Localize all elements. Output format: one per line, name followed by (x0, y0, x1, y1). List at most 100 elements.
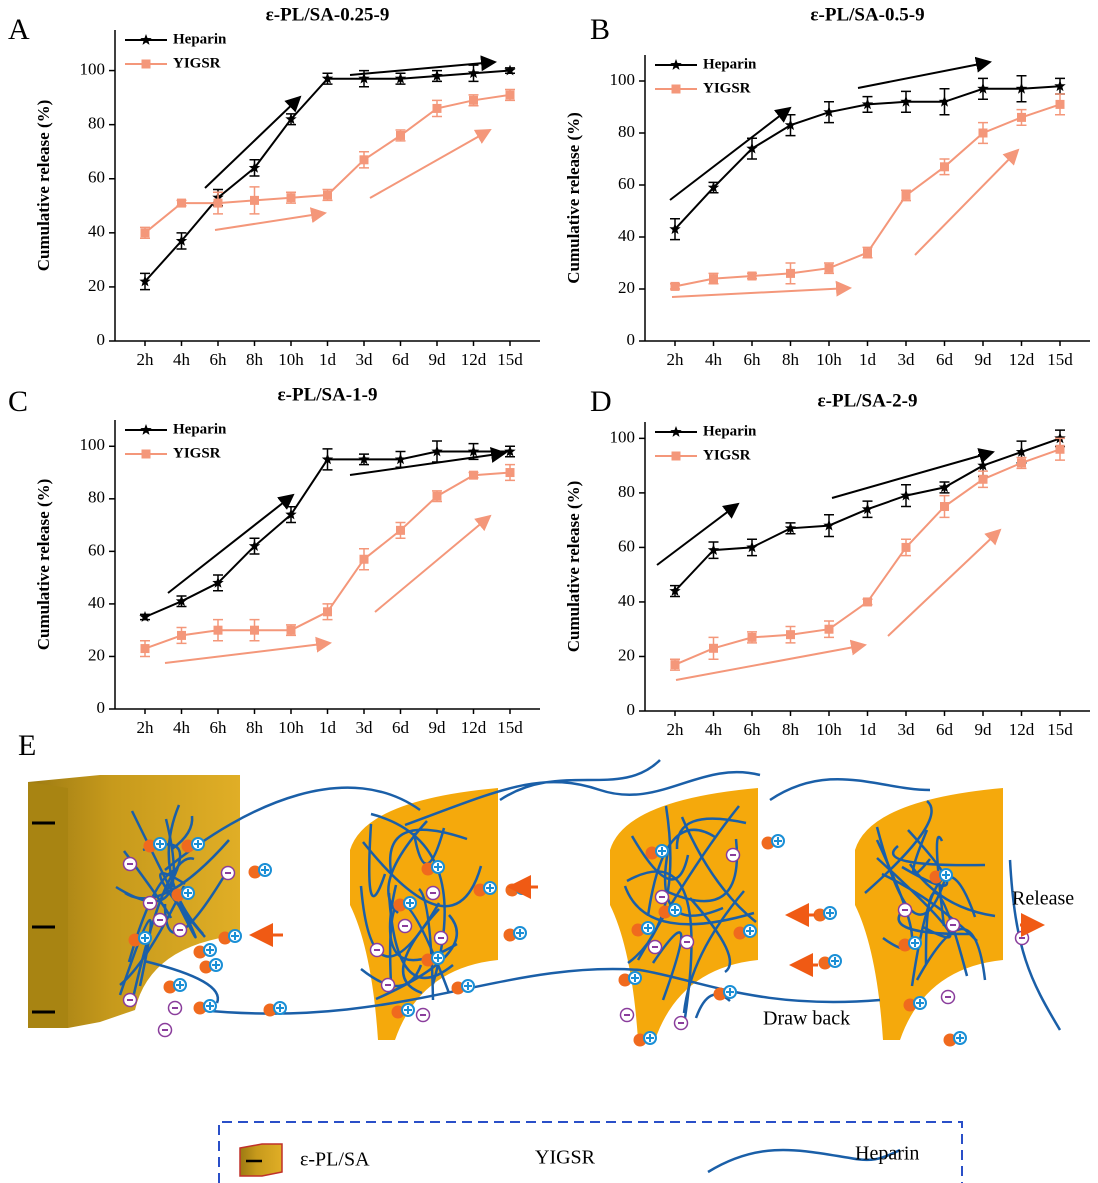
x-tick-label: 2h (137, 350, 155, 369)
trend-arrow (349, 447, 507, 476)
heparin-fiber (935, 835, 946, 927)
y-tick-label: 60 (88, 540, 105, 559)
marker (746, 541, 758, 553)
x-tick-label: 8h (782, 720, 800, 739)
heparin-fiber (368, 823, 387, 898)
plus-sign (658, 847, 666, 855)
marker (938, 95, 951, 107)
x-tick-label: 6d (392, 350, 410, 369)
marker (469, 95, 478, 105)
trend-arrow (204, 95, 302, 189)
trend-arrow (914, 148, 1020, 256)
marker (940, 162, 949, 172)
plus-sign (464, 982, 472, 990)
marker (505, 90, 515, 100)
heparin-fiber (118, 919, 152, 996)
y-axis-label: Cumulative release (%) (564, 112, 583, 284)
trend-arrow (857, 56, 992, 89)
chart-title: ε-PL/SA-0.5-9 (810, 4, 924, 25)
plus-sign (774, 837, 782, 845)
plus-sign (176, 981, 184, 989)
marker (177, 630, 186, 640)
x-tick-label: 6d (936, 720, 954, 739)
y-tick-label: 20 (88, 645, 105, 664)
plus-sign (184, 889, 192, 897)
x-tick-label: 4h (705, 720, 723, 739)
x-tick-label: 6d (392, 718, 410, 737)
x-tick-label: 12d (461, 718, 487, 737)
x-tick-label: 2h (137, 718, 155, 737)
x-tick-label: 1d (859, 720, 877, 739)
x-tick-label: 6d (936, 350, 954, 369)
x-tick-label: 9d (429, 718, 447, 737)
heparin-fiber (891, 845, 986, 867)
plus-sign (942, 871, 950, 879)
heparin-fiber (129, 857, 195, 1008)
x-tick-label: 8h (246, 350, 264, 369)
heparin-fiber (636, 805, 740, 961)
scaffold-sheet (855, 788, 1003, 1040)
panel-letter: E (18, 729, 36, 762)
y-tick-label: 100 (80, 59, 106, 78)
plus-sign (406, 899, 414, 907)
panel-letter: B (590, 13, 610, 46)
plus-sign (644, 924, 652, 932)
marker (141, 59, 151, 69)
marker (248, 540, 261, 551)
series-line (144, 93, 511, 234)
marker (940, 502, 949, 512)
marker (670, 660, 680, 670)
heparin-fiber (362, 841, 483, 908)
marker (978, 128, 988, 138)
x-tick-label: 10h (278, 718, 304, 737)
marker (709, 643, 718, 653)
marker (823, 106, 835, 118)
plus-sign (516, 929, 524, 937)
x-tick-label: 8h (246, 718, 264, 737)
marker (467, 67, 480, 79)
x-tick-label: 4h (173, 350, 191, 369)
legend-label: YIGSR (703, 80, 751, 96)
y-tick-label: 40 (618, 226, 635, 245)
series-line (674, 448, 1061, 666)
heparin-fiber (388, 828, 468, 873)
plus-sign (194, 840, 202, 848)
marker (432, 491, 442, 501)
y-tick-label: 20 (618, 645, 635, 664)
marker (358, 72, 370, 84)
x-tick-label: 3d (898, 350, 916, 369)
trend-arrow (167, 493, 295, 594)
marker (747, 632, 757, 642)
heparin-chain (164, 759, 1062, 1031)
x-tick-label: 15d (497, 718, 523, 737)
series-line (674, 103, 1061, 288)
x-tick-label: 15d (1047, 720, 1073, 739)
heparin-fiber (675, 817, 747, 850)
x-tick-label: 10h (816, 720, 842, 739)
marker (359, 155, 369, 165)
legend-label: Heparin (173, 421, 227, 437)
plus-sign (916, 999, 924, 1007)
heparin-fiber (680, 816, 757, 923)
heparin-fiber (167, 804, 204, 935)
heparin-fiber (915, 928, 987, 981)
y-tick-label: 0 (97, 698, 106, 717)
marker (321, 72, 334, 84)
marker (746, 142, 758, 154)
marker (140, 424, 152, 435)
plus-sign (486, 884, 494, 892)
marker (358, 453, 370, 465)
x-tick-label: 4h (173, 718, 191, 737)
marker (863, 248, 872, 258)
x-tick-label: 1d (319, 718, 337, 737)
trend-arrow (164, 636, 332, 664)
y-tick-label: 100 (610, 427, 636, 446)
marker (285, 508, 297, 520)
marker (469, 470, 478, 480)
x-tick-label: 6h (210, 718, 228, 737)
chart-title: ε-PL/SA-0.25-9 (266, 4, 390, 25)
plus-sign (212, 961, 220, 969)
y-tick-label: 0 (97, 330, 106, 349)
heparin-fiber (375, 914, 459, 1001)
